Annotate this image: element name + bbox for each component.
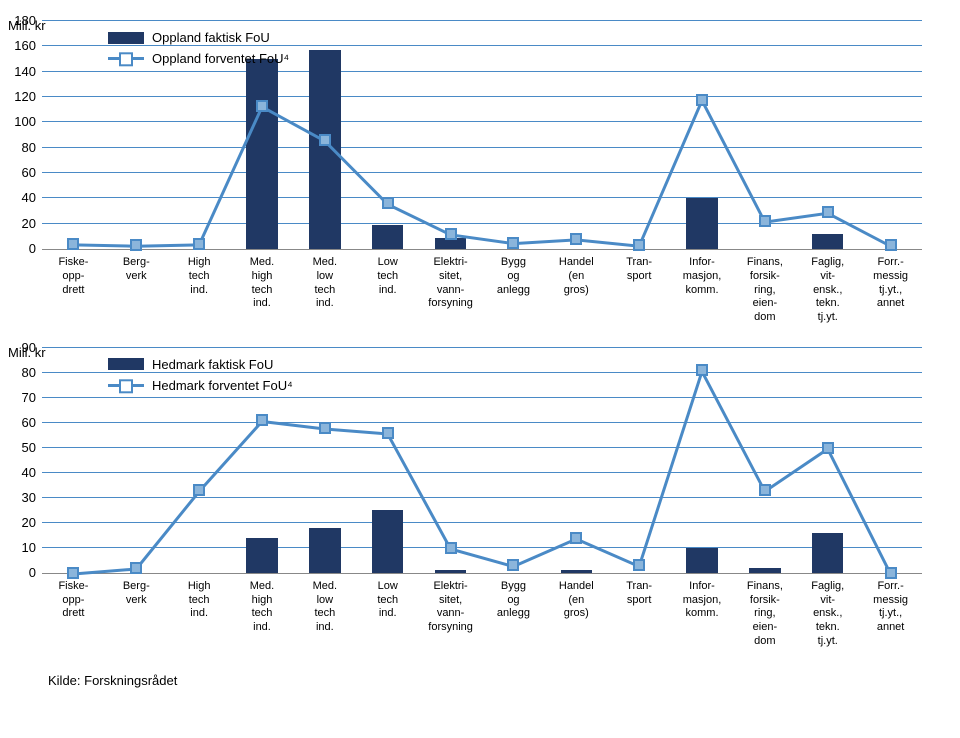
x-label: Lowtechind. xyxy=(356,580,419,649)
x-label: Hightechind. xyxy=(168,256,231,325)
y-axis: 180160140120100806040200 xyxy=(8,22,42,250)
line-marker xyxy=(822,206,834,218)
line-marker xyxy=(570,233,582,245)
line-marker xyxy=(382,197,394,209)
x-label: Med.hightechind. xyxy=(231,256,294,325)
line-marker xyxy=(67,238,79,250)
line-marker xyxy=(382,427,394,439)
y-axis: 9080706050403020100 xyxy=(8,349,42,574)
x-label: Med.hightechind. xyxy=(231,580,294,649)
x-axis: Fiske-opp-drettBerg-verkHightechind.Med.… xyxy=(42,574,922,649)
line-marker xyxy=(256,100,268,112)
legend-swatch-line xyxy=(108,384,144,387)
legend: Oppland faktisk FoU Oppland forventet FoU… xyxy=(108,30,289,66)
line-marker xyxy=(885,239,897,251)
x-label: Forr.-messigtj.yt.,annet xyxy=(859,580,922,649)
line-marker xyxy=(130,239,142,251)
line-marker xyxy=(759,484,771,496)
x-label: Fiske-opp-drett xyxy=(42,256,105,325)
line-marker xyxy=(319,134,331,146)
line-marker xyxy=(130,562,142,574)
x-label: Finans,forsik-ring,eien-dom xyxy=(733,580,796,649)
legend-item-line: Hedmark forventet FoU⁴ xyxy=(108,378,293,393)
x-label: Tran-sport xyxy=(608,256,671,325)
x-label: Handel(engros) xyxy=(545,580,608,649)
legend-item-bar: Oppland faktisk FoU xyxy=(108,30,289,45)
line-marker xyxy=(67,567,79,579)
x-label: Byggoganlegg xyxy=(482,256,545,325)
line-marker xyxy=(319,422,331,434)
x-label: Lowtechind. xyxy=(356,256,419,325)
x-label: Elektri-sitet,vann-forsyning xyxy=(419,256,482,325)
line-marker xyxy=(633,239,645,251)
legend-label-line: Oppland forventet FoU⁴ xyxy=(152,51,289,66)
legend-swatch-bar xyxy=(108,32,144,44)
line-marker xyxy=(256,414,268,426)
line-marker xyxy=(193,238,205,250)
x-label: Berg-verk xyxy=(105,256,168,325)
legend-label-line: Hedmark forventet FoU⁴ xyxy=(152,378,293,393)
line-marker xyxy=(822,442,834,454)
x-label: Forr.-messigtj.yt.,annet xyxy=(859,256,922,325)
x-label: Elektri-sitet,vann-forsyning xyxy=(419,580,482,649)
line-marker xyxy=(570,532,582,544)
line-marker xyxy=(696,364,708,376)
legend-label-bar: Hedmark faktisk FoU xyxy=(152,357,273,372)
x-label: Handel(engros) xyxy=(545,256,608,325)
x-label: Faglig,vit-ensk.,tekn.tj.yt. xyxy=(796,580,859,649)
x-axis: Fiske-opp-drettBerg-verkHightechind.Med.… xyxy=(42,250,922,325)
x-label: Berg-verk xyxy=(105,580,168,649)
legend-item-bar: Hedmark faktisk FoU xyxy=(108,357,293,372)
line-marker xyxy=(193,484,205,496)
source-label: Kilde: Forskningsrådet xyxy=(48,673,952,688)
hedmark-chart: Mill. krHedmark faktisk FoUHedmark forve… xyxy=(8,349,952,649)
line-marker xyxy=(445,542,457,554)
line-marker xyxy=(885,567,897,579)
x-label: Med.lowtechind. xyxy=(293,256,356,325)
x-label: Tran-sport xyxy=(608,580,671,649)
legend-swatch-bar xyxy=(108,358,144,370)
legend-label-bar: Oppland faktisk FoU xyxy=(152,30,270,45)
x-label: Hightechind. xyxy=(168,580,231,649)
x-label: Med.lowtechind. xyxy=(293,580,356,649)
x-label: Finans,forsik-ring,eien-dom xyxy=(733,256,796,325)
legend: Hedmark faktisk FoU Hedmark forventet FoU… xyxy=(108,357,293,393)
line-marker xyxy=(445,228,457,240)
x-label: Infor-masjon,komm. xyxy=(671,256,734,325)
legend-swatch-line xyxy=(108,57,144,60)
line-marker xyxy=(507,237,519,249)
line-marker xyxy=(507,559,519,571)
x-label: Faglig,vit-ensk.,tekn.tj.yt. xyxy=(796,256,859,325)
line-marker xyxy=(633,559,645,571)
line-marker xyxy=(696,94,708,106)
line-marker xyxy=(759,215,771,227)
oppland-chart: Mill. krOppland faktisk FoUOppland forve… xyxy=(8,22,952,325)
x-label: Byggoganlegg xyxy=(482,580,545,649)
x-label: Infor-masjon,komm. xyxy=(671,580,734,649)
legend-item-line: Oppland forventet FoU⁴ xyxy=(108,51,289,66)
x-label: Fiske-opp-drett xyxy=(42,580,105,649)
